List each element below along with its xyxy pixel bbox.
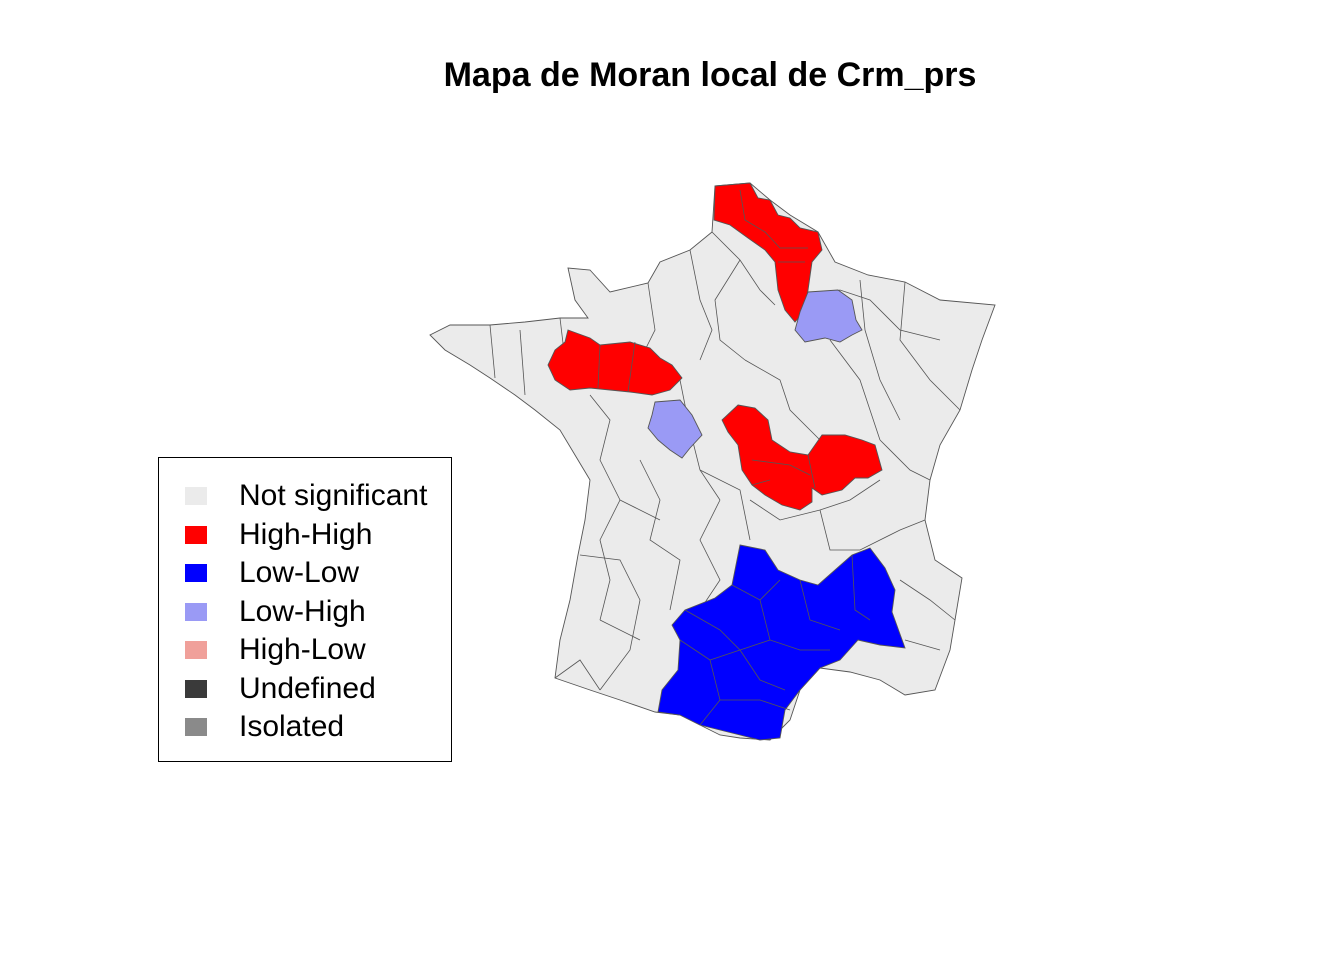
legend-swatch bbox=[185, 564, 207, 582]
legend-item: Low-High bbox=[185, 594, 366, 630]
department-borders bbox=[489, 231, 961, 691]
legend-label: High-High bbox=[239, 517, 373, 551]
cluster-high-high-centre bbox=[721, 404, 883, 511]
legend-swatch bbox=[185, 679, 207, 698]
cluster-low-high-touraine bbox=[647, 399, 703, 459]
centre-cluster-borders bbox=[751, 454, 816, 489]
legend-label: Low-High bbox=[239, 594, 366, 628]
legend-label: Not significant bbox=[239, 479, 428, 512]
cluster-low-high-marne bbox=[794, 289, 863, 343]
legend-swatch bbox=[185, 718, 207, 736]
legend-swatch bbox=[185, 602, 207, 621]
legend-label: Isolated bbox=[239, 710, 345, 743]
cluster-high-high-north bbox=[713, 182, 823, 323]
legend-swatch bbox=[185, 641, 207, 659]
legend-item: Isolated bbox=[185, 709, 344, 745]
legend-item: High-Low bbox=[185, 632, 366, 668]
legend-item: Low-Low bbox=[185, 555, 359, 591]
map-legend: Not significant High-High Low-Low Low-High H… bbox=[158, 457, 452, 762]
low-low-borders bbox=[679, 554, 871, 726]
legend-item: High-High bbox=[185, 517, 372, 553]
legend-label: Undefined bbox=[239, 671, 376, 705]
legend-item: Not significant bbox=[185, 478, 427, 514]
legend-label: High-Low bbox=[239, 633, 366, 666]
legend-item: Undefined bbox=[185, 671, 376, 707]
cluster-high-high-west bbox=[547, 329, 683, 396]
cluster-low-low bbox=[657, 544, 906, 741]
legend-swatch bbox=[185, 525, 207, 544]
north-cluster-borders bbox=[739, 189, 808, 263]
map-title: Mapa de Moran local de Crm_prs bbox=[443, 56, 977, 94]
legend-label: Low-Low bbox=[239, 556, 360, 589]
west-cluster-borders bbox=[597, 341, 636, 393]
legend-swatch bbox=[185, 487, 207, 505]
